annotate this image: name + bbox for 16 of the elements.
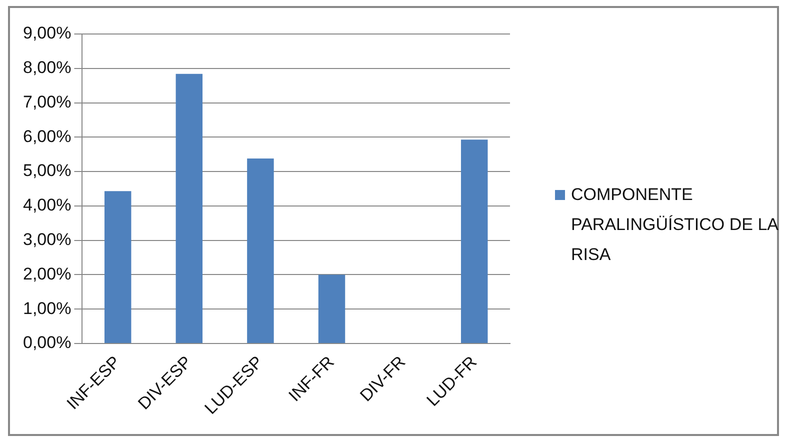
y-tick-label: 1,00%	[23, 298, 72, 318]
y-tick-label: 3,00%	[23, 230, 72, 249]
y-tick-label: 4,00%	[23, 196, 72, 215]
y-tick-label: 6,00%	[23, 126, 72, 146]
y-tick-label: 5,00%	[23, 161, 72, 180]
bar	[176, 74, 203, 343]
bar	[247, 158, 274, 343]
y-tick-label: 7,00%	[23, 92, 72, 112]
bar	[104, 191, 132, 343]
bar	[318, 274, 346, 343]
y-tick-label: 8,00%	[23, 58, 72, 78]
legend-label: COMPONENTE PARALINGÜÍSTICO DE LA RISA	[571, 184, 780, 266]
y-tick-label: 2,00%	[23, 264, 72, 284]
y-tick-label: 9,00%	[23, 24, 72, 43]
bar	[460, 140, 488, 343]
y-tick-label: 0,00%	[23, 333, 72, 352]
